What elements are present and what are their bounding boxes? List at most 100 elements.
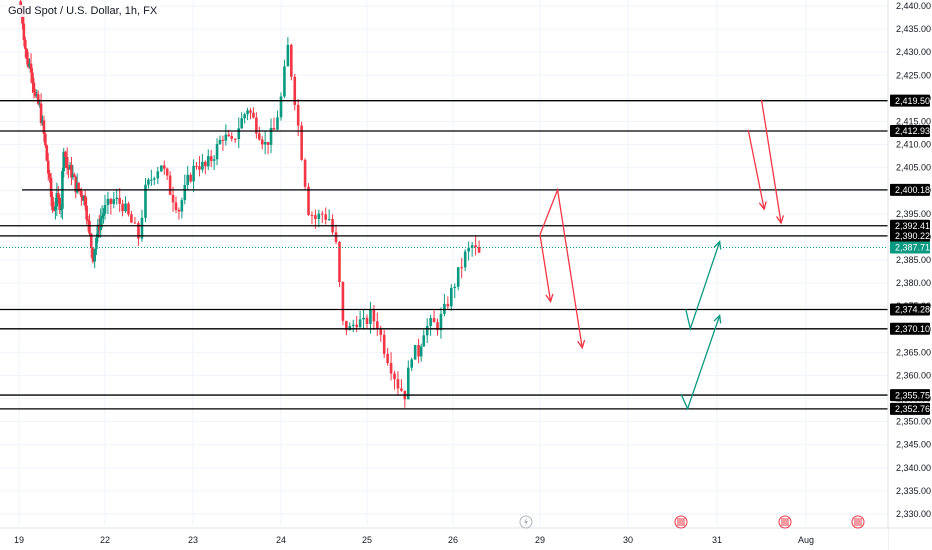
candle-body	[174, 202, 178, 211]
candle-body	[115, 197, 119, 200]
current-price-tag	[890, 241, 930, 254]
candle-body	[55, 193, 59, 207]
candle-body	[25, 48, 29, 60]
candle-body	[296, 104, 300, 126]
candle-body	[183, 185, 187, 201]
candle-body	[189, 174, 192, 182]
candle-body	[233, 138, 237, 140]
candle-body	[147, 179, 150, 185]
candle-body	[386, 353, 389, 364]
candle-body	[42, 120, 46, 134]
y-tick-label: 2,385.00	[896, 255, 931, 265]
y-tick-label: 2,335.00	[896, 486, 931, 496]
arrowhead	[713, 314, 722, 324]
candle-body	[276, 117, 279, 130]
candle-body	[425, 326, 429, 336]
level-price-label: 2,412.93	[895, 126, 930, 136]
level-price-label: 2,374.28	[895, 305, 930, 315]
candle-body	[89, 233, 93, 249]
level-price-tag	[890, 125, 930, 138]
candle-body	[36, 94, 40, 104]
candle-body	[230, 136, 234, 139]
horizontal-levels[interactable]	[0, 100, 888, 410]
candle-body	[80, 190, 83, 198]
candle-body	[324, 214, 328, 220]
candle-body	[263, 142, 267, 145]
current-price-label: 2,387.71	[895, 243, 930, 253]
candle-body	[320, 213, 324, 215]
y-tick-label: 2,360.00	[896, 370, 931, 380]
level-price-tag	[890, 303, 930, 316]
candle-body	[365, 317, 369, 325]
candle-body	[334, 232, 338, 243]
candle-body	[209, 156, 213, 161]
level-price-label: 2,392.41	[895, 221, 930, 231]
candle-body	[372, 309, 376, 322]
candle-body	[59, 208, 63, 211]
x-tick-label: 24	[276, 535, 286, 545]
candle-body	[453, 286, 457, 288]
time-axis[interactable]: 19 22 23 24 25 26 29 30 31 Aug	[0, 527, 932, 550]
y-tick-label: 2,435.00	[896, 24, 931, 34]
x-tick-label: 26	[448, 535, 458, 545]
candle-body	[369, 309, 372, 325]
projection-path[interactable]	[680, 315, 721, 411]
projection-arrows[interactable]	[539, 99, 785, 411]
candle-body	[290, 44, 293, 77]
candle-body	[44, 133, 47, 146]
x-tick-label: 25	[362, 535, 372, 545]
price-axis-bg	[888, 0, 932, 550]
candle-body	[133, 222, 137, 224]
candle-body	[212, 159, 216, 161]
candle-body	[54, 206, 57, 211]
x-tick-label: 30	[623, 535, 633, 545]
candle-body	[204, 161, 207, 167]
candle-body	[327, 219, 331, 221]
candle-body	[379, 329, 383, 335]
y-tick-label: 2,410.00	[896, 140, 931, 150]
level-price-tag	[890, 219, 930, 232]
candle-body	[467, 247, 470, 252]
candle-body	[152, 178, 156, 180]
us-flag-icon[interactable]	[778, 515, 792, 529]
candle-body	[140, 217, 144, 239]
candle-body	[137, 223, 140, 239]
candle-body	[160, 165, 163, 172]
us-flag-icon[interactable]	[674, 515, 688, 529]
candle-body	[73, 174, 76, 177]
level-price-label: 2,400.18	[895, 185, 930, 195]
candle-body	[45, 145, 49, 161]
projection-path[interactable]	[747, 129, 765, 210]
arrowhead	[545, 293, 554, 304]
level-price-label: 2,355.75	[895, 390, 930, 400]
candle-body	[249, 110, 252, 113]
us-flag-icon[interactable]	[851, 515, 865, 529]
price-axis[interactable]: 2,440.002,435.002,430.002,425.002,420.00…	[887, 0, 932, 550]
x-tick-label: 31	[712, 535, 722, 545]
candle-body	[70, 164, 73, 178]
candle-body	[307, 186, 310, 215]
projection-path[interactable]	[760, 99, 782, 224]
level-price-label: 2,370.10	[895, 324, 930, 334]
candle-body	[77, 182, 80, 190]
candle-body	[165, 168, 169, 176]
candle-body	[422, 335, 426, 347]
candle-body	[221, 139, 225, 141]
arrowhead	[713, 240, 722, 250]
projection-path[interactable]	[685, 241, 721, 332]
lightning-icon[interactable]	[519, 515, 533, 529]
candle-body	[91, 248, 95, 262]
candle-body	[186, 174, 190, 186]
event-icons[interactable]	[519, 515, 865, 529]
candle-body	[48, 173, 51, 178]
candle-body	[71, 174, 75, 178]
x-tick-label: 23	[188, 535, 198, 545]
candle-body	[257, 133, 261, 140]
candle-body	[446, 303, 450, 307]
candle-body	[358, 319, 362, 328]
projection-path[interactable]	[539, 187, 583, 348]
projection-path[interactable]	[539, 234, 552, 302]
candle-body	[413, 344, 417, 360]
candle-body	[206, 156, 210, 167]
